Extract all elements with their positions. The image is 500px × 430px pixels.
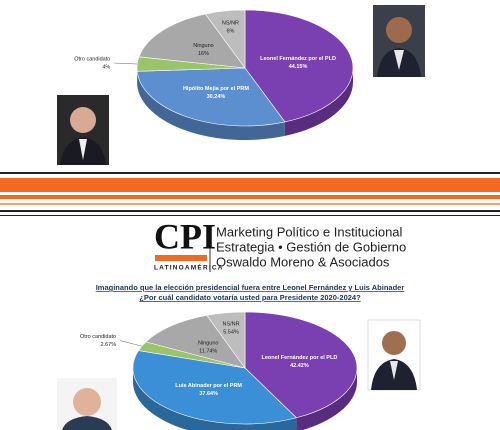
- banner-line: Estrategia • Gestión de Gobierno: [216, 239, 406, 254]
- value-label: 11.74%: [199, 348, 217, 354]
- leader-line: [120, 340, 142, 347]
- chart-subtitle: ¿Por cuál candidato votaría usted para P…: [139, 293, 361, 302]
- pie-slice: [206, 311, 246, 369]
- banner-line: Marketing Político e Institucional: [216, 224, 403, 239]
- photo: [57, 95, 109, 165]
- leader-line: [114, 62, 138, 65]
- slice-label: Leonel Fernández por el PLD: [260, 56, 336, 62]
- slice-label: Ninguno: [198, 340, 219, 346]
- value-label: 2.67%: [101, 342, 117, 348]
- pie-side: [137, 71, 285, 140]
- slice-label: Otro candidato: [80, 334, 116, 340]
- pie-side: [296, 368, 357, 430]
- value-label: 30.24%: [207, 94, 226, 100]
- pie-slice: [244, 9, 354, 123]
- pie-side: [133, 368, 297, 430]
- photo: [367, 319, 421, 391]
- chart-title: Imaginando que la elección presidencial …: [96, 283, 405, 292]
- photo: [57, 378, 117, 430]
- pie-slice: [145, 315, 246, 369]
- pie-slice: [138, 13, 246, 69]
- slice-label: NS/NR: [222, 322, 239, 328]
- slice-label: Luis Abinader por el PRM: [175, 383, 242, 389]
- value-label: 42.42%: [290, 363, 309, 369]
- banner: [0, 172, 500, 272]
- logo-region: LATINOAMÉRICA: [154, 263, 224, 272]
- pie-slice: [136, 67, 286, 127]
- value-label: 5.54%: [223, 330, 239, 336]
- slice-label: NS/NR: [222, 20, 239, 26]
- slice-label: Leonel Fernández por el PLD: [262, 355, 338, 361]
- pie-slice: [244, 311, 358, 419]
- photo: [373, 5, 425, 77]
- slice-label: Hipólito Mejía por el PRM: [183, 86, 249, 92]
- value-label: 44.15%: [289, 64, 308, 70]
- banner-line: Oswaldo Moreno & Asociados: [216, 254, 390, 269]
- slice-label: Otro candidato: [74, 56, 110, 62]
- value-label: 4%: [102, 64, 110, 70]
- slice-label: Ninguno: [193, 43, 214, 49]
- pie-slice: [204, 9, 246, 69]
- value-label: 6%: [227, 28, 235, 34]
- pie-slice: [132, 350, 297, 425]
- pie-side: [284, 68, 353, 136]
- value-label: 16%: [198, 51, 209, 57]
- logo: CPI: [154, 216, 216, 256]
- value-label: 37.64%: [199, 391, 218, 397]
